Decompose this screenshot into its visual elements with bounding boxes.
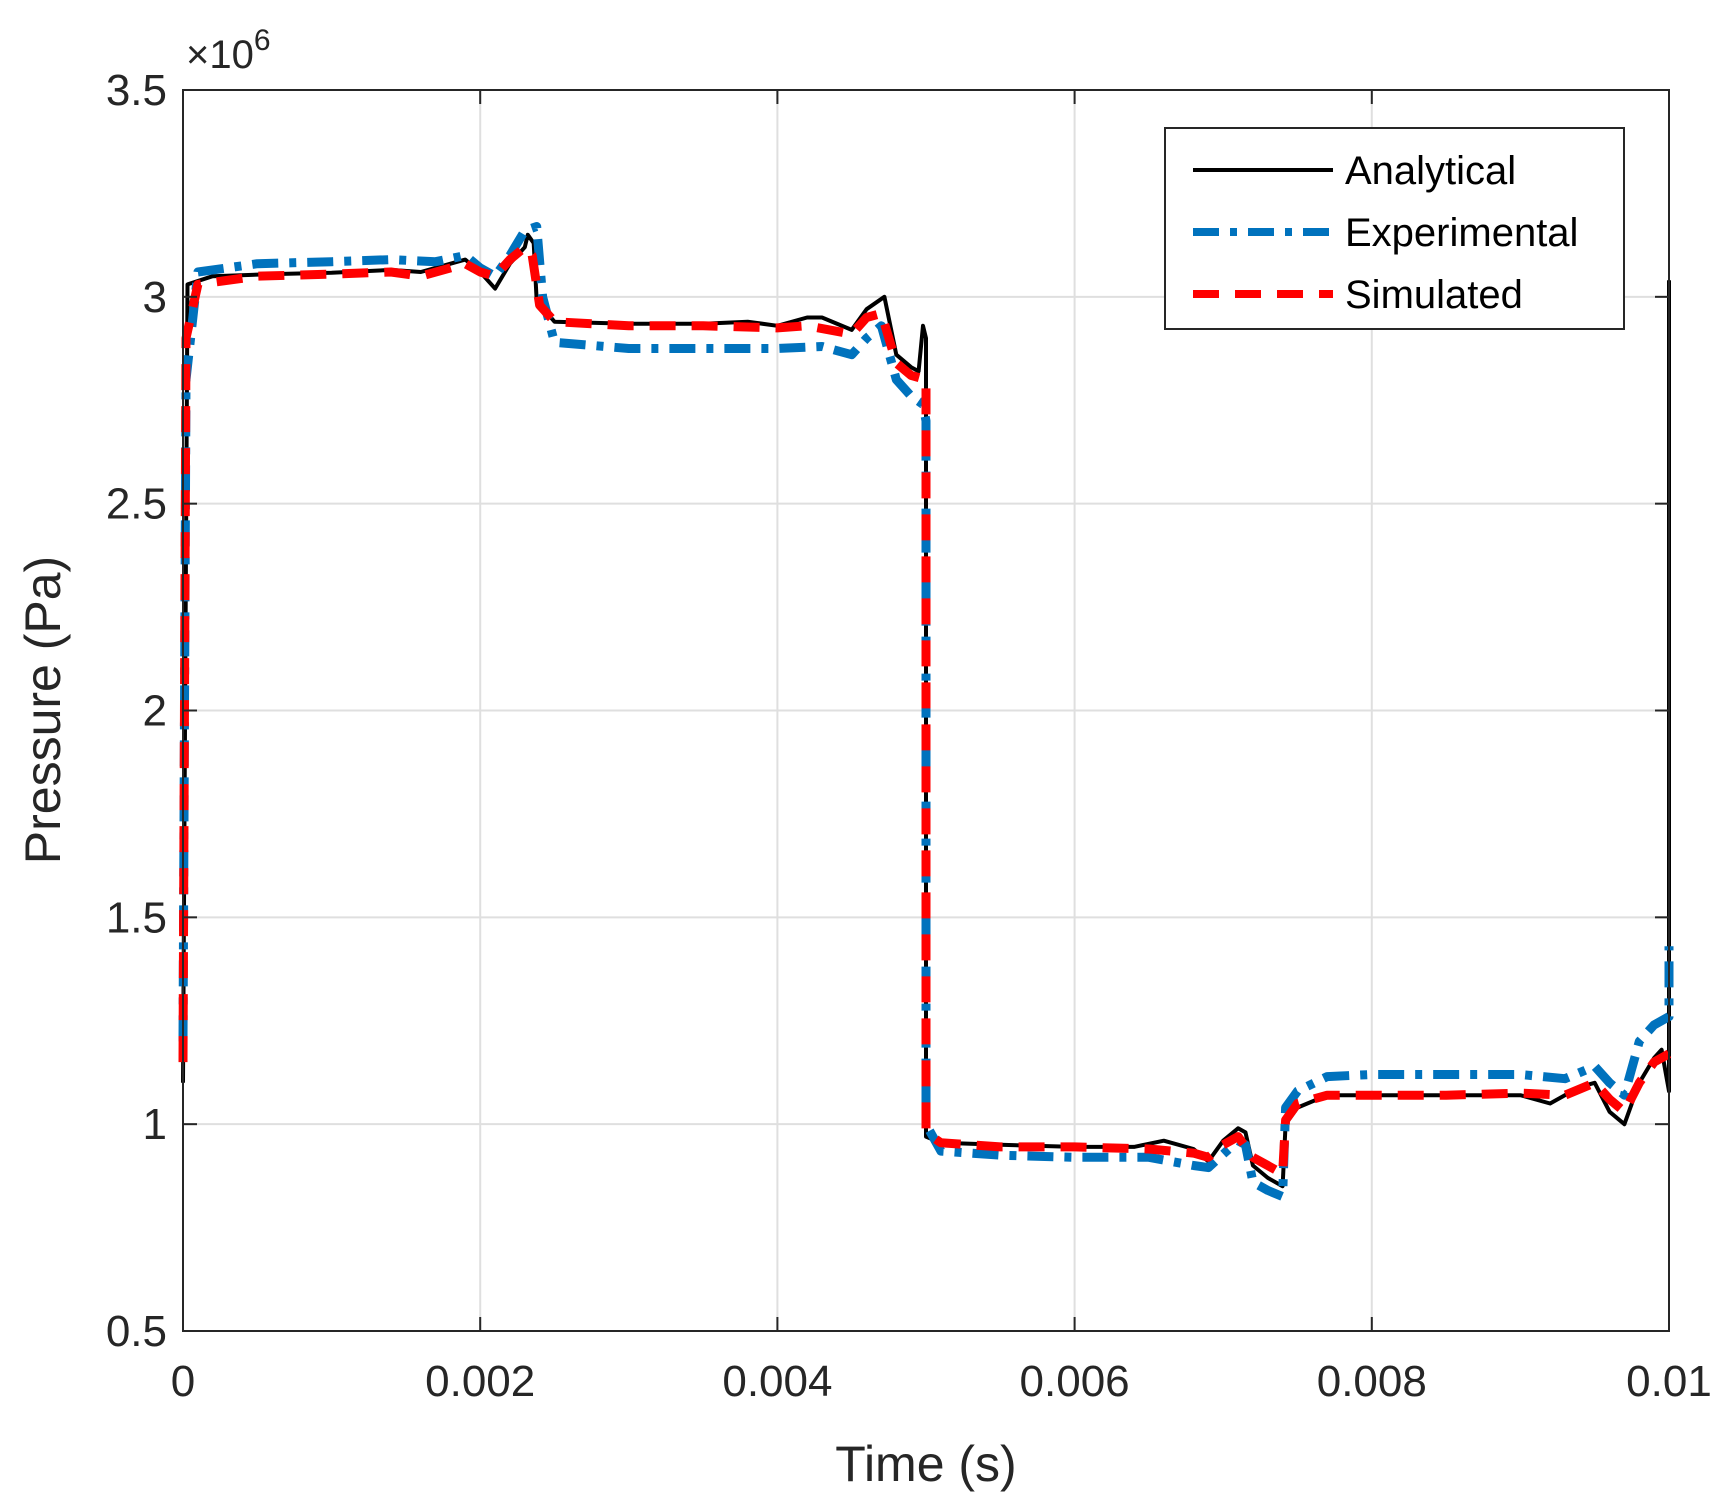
x-axis-label: Time (s) <box>835 1436 1016 1492</box>
exponent-power: 6 <box>254 24 271 57</box>
legend-label-simulated: Simulated <box>1345 273 1523 317</box>
x-tick-label: 0.004 <box>722 1357 832 1406</box>
y-tick-label: 1 <box>143 1100 167 1149</box>
x-tick-label: 0.008 <box>1317 1357 1427 1406</box>
x-tick-label: 0.002 <box>425 1357 535 1406</box>
axis-ticks: 0 0.002 0.004 0.006 0.008 0.01 0.5 1 1.5 2 2.5 3 3.5 <box>106 66 1712 1406</box>
legend-label-analytical: Analytical <box>1345 149 1516 193</box>
y-tick-label: 2 <box>143 687 167 736</box>
y-tick-label: 2.5 <box>106 480 167 529</box>
legend-label-experimental: Experimental <box>1345 211 1578 255</box>
y-tick-label: 3 <box>143 273 167 322</box>
series-lines <box>178 222 1674 1202</box>
x-tick-label: 0 <box>171 1357 195 1406</box>
series-line-simulated <box>178 242 1672 1179</box>
y-tick-label: 1.5 <box>106 893 167 942</box>
x-tick-label: 0.006 <box>1020 1357 1130 1406</box>
y-axis-label: Pressure (Pa) <box>15 556 71 864</box>
y-tick-label: 3.5 <box>106 66 167 115</box>
exponent-base: ×10 <box>186 33 254 77</box>
y-tick-label: 0.5 <box>106 1307 167 1356</box>
exponent-label: ×106 <box>186 24 271 77</box>
x-tick-label: 0.01 <box>1626 1357 1712 1406</box>
legend: Analytical Experimental Simulated <box>1164 127 1625 330</box>
